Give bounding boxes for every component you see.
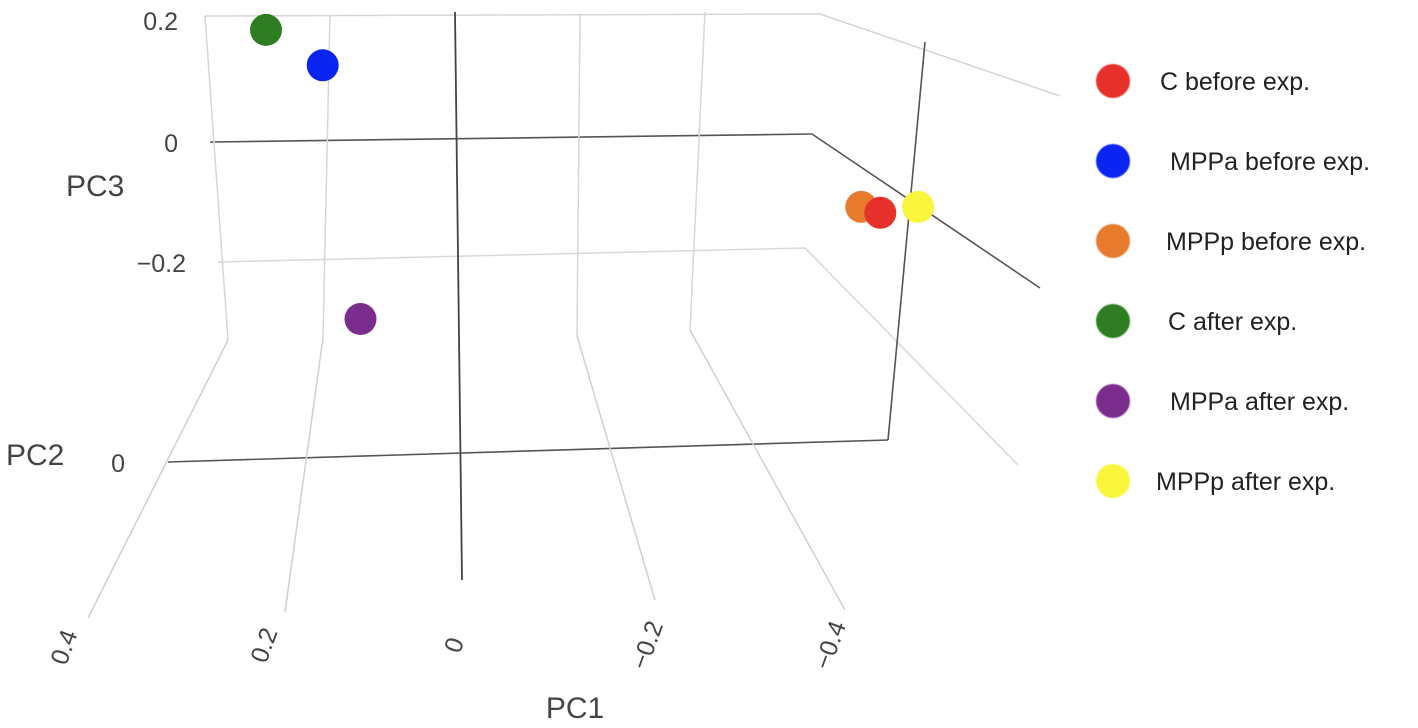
pc1-tick-label: 0.2 xyxy=(245,624,283,666)
legend-marker xyxy=(1096,384,1130,418)
legend-item: C after exp. xyxy=(1090,298,1410,378)
legend-item: MPPa before exp. xyxy=(1090,138,1410,218)
pc1-tick-label: 0 xyxy=(439,634,470,657)
legend-item: MPPp before exp. xyxy=(1090,218,1410,298)
grid-line xyxy=(576,13,581,337)
grid-line xyxy=(689,329,846,611)
data-points xyxy=(250,13,934,335)
grid-lines xyxy=(87,11,1061,619)
pc2-tick-label: 0 xyxy=(111,450,125,478)
grid-line xyxy=(87,339,229,619)
legend: C before exp. MPPa before exp. MPPp before… xyxy=(1090,58,1410,538)
legend-label: C before exp. xyxy=(1160,68,1311,96)
legend-label: MPPa before exp. xyxy=(1170,148,1371,176)
grid-line xyxy=(204,15,229,341)
pc3-axis-title: PC3 xyxy=(66,170,124,203)
pc3-tick-label: −0.2 xyxy=(137,250,186,278)
pc1-axis-title: PC1 xyxy=(546,692,604,725)
data-point-mppa-after-exp xyxy=(344,303,377,335)
legend-label: MPPa after exp. xyxy=(1170,388,1350,416)
legend-marker xyxy=(1096,464,1130,498)
legend-marker xyxy=(1096,144,1130,178)
grid-line xyxy=(217,247,806,263)
pc3-tick-label: 0.2 xyxy=(143,8,178,36)
pc1-tick-label: −0.4 xyxy=(809,617,852,673)
legend-marker xyxy=(1096,304,1130,338)
grid-line xyxy=(284,337,324,613)
grid-line xyxy=(576,335,656,601)
grid-line xyxy=(209,133,813,143)
legend-item: MPPp after exp. xyxy=(1090,458,1410,538)
grid-line xyxy=(167,439,889,463)
data-point-mppp-after-exp xyxy=(902,190,934,223)
grid-line xyxy=(454,11,463,581)
axis-titles: PC1 PC2 PC3 xyxy=(6,170,604,725)
pc2-axis-title: PC2 xyxy=(6,439,64,472)
grid-line xyxy=(887,41,926,441)
legend-label: C after exp. xyxy=(1168,308,1298,336)
grid-line xyxy=(804,247,1019,466)
legend-label: MPPp after exp. xyxy=(1156,468,1336,496)
data-point-mppa-before-exp xyxy=(306,49,339,82)
data-point-c-before-exp xyxy=(864,196,897,229)
tick-labels: 0.2 0 −0.2 0 0.4 0.2 0 −0.2 −0.4 xyxy=(45,8,852,673)
legend-item: MPPa after exp. xyxy=(1090,378,1410,458)
data-point-c-after-exp xyxy=(250,13,282,46)
legend-item: C before exp. xyxy=(1090,58,1410,138)
pc1-tick-label: 0.4 xyxy=(45,626,83,668)
legend-label: MPPp before exp. xyxy=(1166,228,1367,256)
legend-marker xyxy=(1096,64,1130,98)
pc1-tick-label: −0.2 xyxy=(626,617,669,673)
legend-marker xyxy=(1096,224,1130,258)
grid-line xyxy=(204,13,821,17)
grid-line xyxy=(689,11,706,331)
pc3-tick-label: 0 xyxy=(164,130,178,158)
grid-line xyxy=(819,13,1061,97)
